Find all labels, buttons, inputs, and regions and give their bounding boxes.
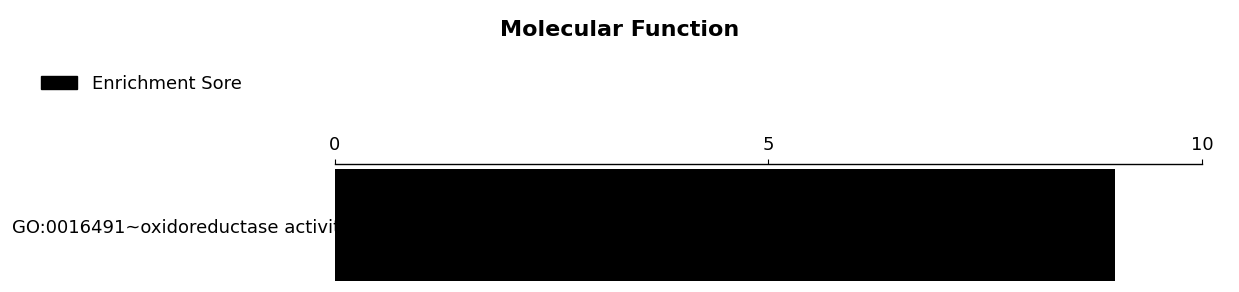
Text: GO:0016491~oxidoreductase activity: GO:0016491~oxidoreductase activity (12, 219, 351, 237)
Text: Molecular Function: Molecular Function (499, 20, 740, 40)
Legend: Enrichment Sore: Enrichment Sore (33, 67, 249, 100)
